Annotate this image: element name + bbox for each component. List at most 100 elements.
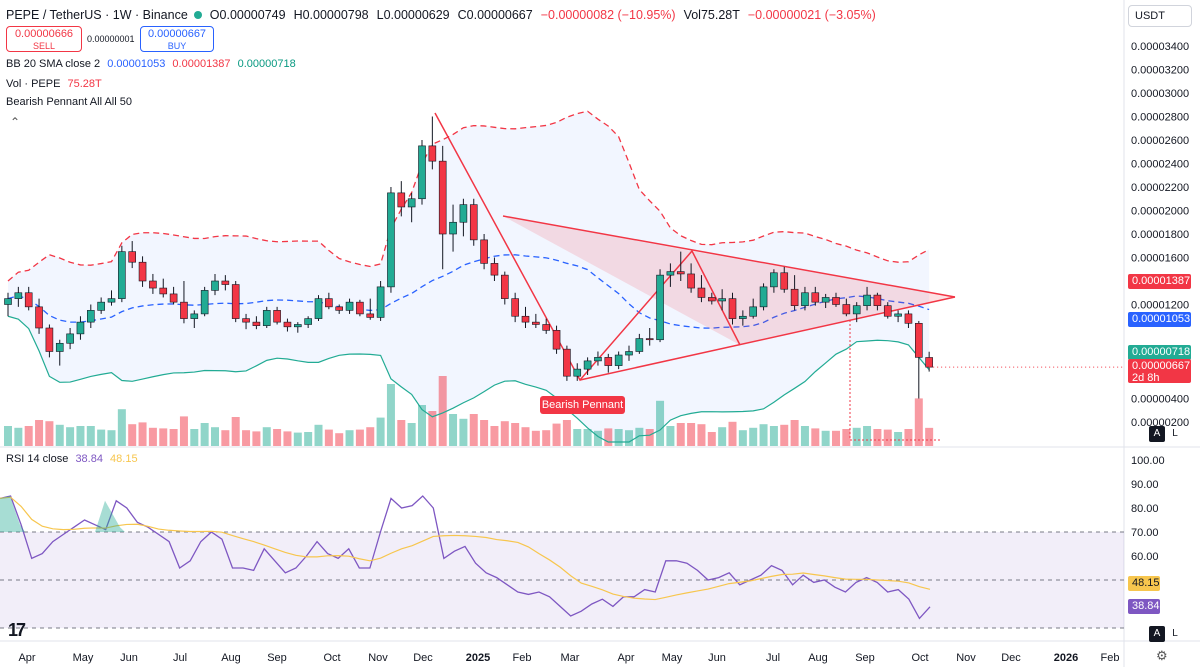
candle-body (469, 204, 478, 241)
candle-body (852, 305, 861, 315)
candle-body (190, 313, 199, 319)
candle-body (728, 298, 737, 319)
candle-body (635, 338, 644, 352)
rsi-axis-label: 70.00 (1131, 527, 1159, 539)
time-axis-label: Jun (120, 652, 138, 664)
volume-bar (190, 429, 199, 446)
candle-body (645, 338, 654, 341)
volume-bar (614, 429, 623, 446)
volume-legend-value: 75.28T (67, 78, 102, 90)
candle-body (35, 306, 43, 329)
time-axis-label: Sep (267, 652, 287, 664)
volume-bar (366, 427, 375, 446)
currency-select[interactable]: USDT (1128, 5, 1192, 27)
candle-body (656, 274, 664, 341)
rsi-axis-label: 100.00 (1131, 455, 1165, 467)
pennant-upper-trendline (502, 215, 956, 298)
volume-bar (397, 420, 406, 446)
candle-body (356, 301, 364, 315)
candle-body (180, 301, 188, 319)
bb-lower-price-tag: 0.00000718 (1128, 345, 1191, 360)
ohlc-high: H0.00000798 (293, 8, 369, 22)
volume-bar (66, 427, 75, 446)
volume-bar (376, 417, 385, 446)
auto-scale-button[interactable]: A (1149, 426, 1165, 442)
volume-bar (469, 414, 478, 446)
candle-body (863, 294, 871, 306)
volume-bar (480, 420, 489, 446)
candle-body (594, 357, 602, 362)
candle-body (438, 160, 447, 235)
rsi-overbought-fill (95, 500, 125, 532)
volume-bar (842, 429, 851, 446)
time-axis-label: Jul (173, 652, 187, 664)
volume-bar (542, 430, 551, 446)
volume-bar (86, 426, 95, 446)
volume-legend[interactable]: Vol · PEPE 75.28T (6, 78, 102, 90)
candle-body (118, 251, 126, 299)
candle-body (573, 368, 582, 377)
volume-bar (428, 411, 437, 446)
candle-body (749, 306, 758, 317)
volume-bar (749, 427, 758, 446)
volume-bar (200, 423, 209, 446)
log-scale-button[interactable]: L (1172, 428, 1178, 439)
volume-bar (821, 430, 830, 446)
price-axis-label: 0.00000400 (1131, 394, 1189, 406)
buy-label: BUY (167, 41, 187, 51)
candle-body (293, 324, 302, 328)
rsi-log-scale-button[interactable]: L (1172, 628, 1178, 639)
volume-bar (55, 424, 64, 446)
candle-body (407, 198, 416, 208)
volume-bar (832, 430, 840, 446)
bb-legend[interactable]: BB 20 SMA close 2 0.00001053 0.00001387 … (6, 58, 296, 70)
time-axis-label: May (73, 652, 94, 664)
time-axis-label: May (662, 652, 683, 664)
rsi-ma-legend-value: 48.15 (110, 453, 138, 465)
candle-body (718, 298, 726, 302)
volume-legend-label: Vol · PEPE (6, 78, 61, 90)
gear-icon[interactable]: ⚙ (1156, 648, 1168, 663)
candle-body (687, 273, 695, 289)
volume-bar (625, 430, 633, 446)
volume-bar (573, 429, 582, 446)
volume-bar (324, 429, 333, 446)
tradingview-logo-icon[interactable]: 17 (8, 620, 26, 640)
rsi-auto-scale-button[interactable]: A (1149, 626, 1165, 642)
candle-body (707, 297, 716, 302)
volume-bar (562, 420, 571, 446)
rsi-legend[interactable]: RSI 14 close 38.84 48.15 (6, 453, 138, 465)
volume-bar (707, 432, 716, 446)
volume-bar (221, 430, 230, 446)
pattern-legend[interactable]: Bearish Pennant All All 50 (6, 96, 132, 108)
pennant-pole-line (434, 112, 741, 382)
volume-bar (386, 384, 395, 446)
volume-bar (169, 429, 178, 446)
time-axis-label: Mar (561, 652, 580, 664)
candle-body (428, 145, 437, 162)
sell-button[interactable]: 0.00000666 SELL (6, 26, 82, 52)
candle-body (563, 348, 571, 377)
pattern-badge[interactable]: Bearish Pennant (540, 396, 625, 414)
candle-body (325, 298, 333, 308)
volume-bar (687, 423, 696, 446)
rsi-axis-label: 60.00 (1131, 551, 1159, 563)
rsi-legend-label: RSI 14 close (6, 453, 69, 465)
candle-body (304, 318, 312, 325)
time-axis-label: Oct (911, 652, 928, 664)
price-axis-label: 0.00003000 (1131, 88, 1189, 100)
price-axis-label: 0.00003200 (1131, 65, 1189, 77)
volume-bar (76, 426, 85, 446)
volume-bar (107, 430, 116, 446)
symbol-title[interactable]: PEPE / TetherUS · 1W · Binance (6, 8, 188, 22)
volume-bar (738, 430, 747, 446)
volume-bar (148, 427, 157, 446)
buy-button[interactable]: 0.00000667 BUY (140, 26, 214, 52)
last-price-tag: 0.00000667 2d 8h (1128, 359, 1191, 384)
volume-change: −0.00000021 (−3.05%) (747, 8, 876, 22)
time-axis-label: Aug (808, 652, 828, 664)
volume-bar (407, 423, 416, 446)
candle-body (24, 292, 33, 308)
collapse-legend-icon[interactable]: ⌃ (10, 115, 21, 129)
